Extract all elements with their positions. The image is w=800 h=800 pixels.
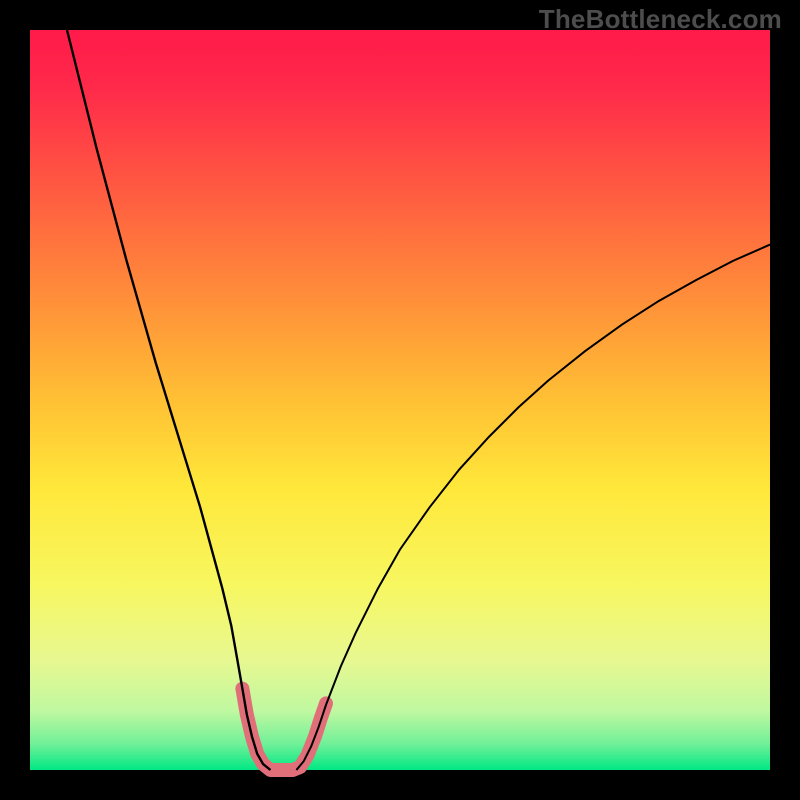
attribution-label: TheBottleneck.com <box>539 4 782 35</box>
bottleneck-curve-right <box>296 245 770 770</box>
optimal-zone-overlay <box>242 689 326 770</box>
chart-svg <box>0 0 800 800</box>
outer-frame: TheBottleneck.com <box>0 0 800 800</box>
bottleneck-curve-left <box>67 30 271 770</box>
